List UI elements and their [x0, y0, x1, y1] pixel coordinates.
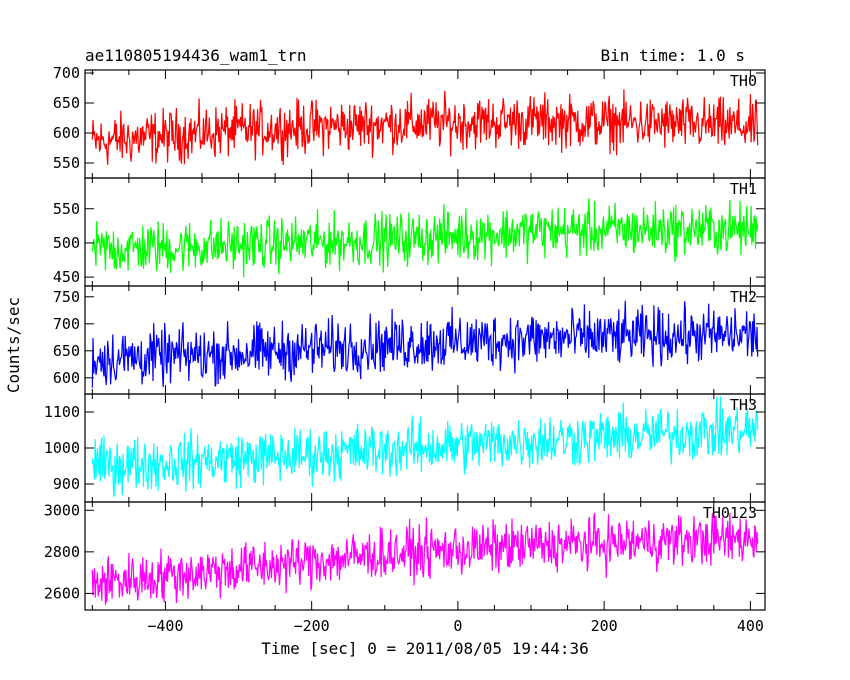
y-tick-label: 700 — [53, 315, 80, 333]
y-tick-label: 550 — [53, 154, 80, 172]
series-th0 — [91, 89, 759, 166]
panel-th3: 900 1000 1100 TH3 — [44, 393, 766, 503]
bin-time-label: Bin time: 1.0 s — [601, 46, 746, 65]
y-tick-label: 900 — [53, 475, 80, 493]
panels: 550 600 650 700 TH0 450 500 550 TH1 600 650 700 750 T… — [44, 64, 766, 635]
series-th2 — [91, 300, 759, 388]
panel-th2: 600 650 700 750 TH2 — [53, 285, 766, 395]
series-th0123 — [91, 512, 759, 606]
y-tick-label: 1100 — [44, 403, 80, 421]
y-tick-label: 3000 — [44, 501, 80, 519]
panel-label: TH0123 — [703, 504, 757, 522]
y-tick-label: 650 — [53, 94, 80, 112]
x-tick-label: 200 — [591, 617, 618, 635]
panel-th0123: 2600 2800 3000 TH0123 — [44, 501, 766, 611]
y-tick-label: 600 — [53, 124, 80, 142]
y-tick-label: 650 — [53, 342, 80, 360]
y-tick-label: 500 — [53, 234, 80, 252]
panel-label: TH2 — [730, 288, 757, 306]
panel-label: TH1 — [730, 180, 757, 198]
x-tick-label: −200 — [294, 617, 330, 635]
y-tick-label: 450 — [53, 268, 80, 286]
chart-title: ae110805194436_wam1_trn — [85, 46, 307, 65]
series-th1 — [91, 198, 759, 278]
panel-label: TH0 — [730, 72, 757, 90]
y-tick-label: 600 — [53, 369, 80, 387]
panel-th1: 450 500 550 TH1 — [53, 177, 766, 287]
x-axis-label: Time [sec] 0 = 2011/08/05 19:44:36 — [261, 639, 589, 658]
x-tick-label: 0 — [453, 617, 462, 635]
y-tick-label: 2600 — [44, 584, 80, 602]
y-tick-label: 550 — [53, 200, 80, 218]
y-tick-label: 750 — [53, 288, 80, 306]
panel-th0: 550 600 650 700 TH0 — [53, 64, 766, 179]
x-tick-label: 400 — [737, 617, 764, 635]
x-tick-label: −400 — [147, 617, 183, 635]
y-axis-label: Counts/sec — [4, 297, 23, 393]
y-tick-label: 2800 — [44, 543, 80, 561]
y-tick-label: 1000 — [44, 439, 80, 457]
panel-label: TH3 — [730, 396, 757, 414]
panel-frame — [84, 501, 766, 611]
y-tick-label: 700 — [53, 64, 80, 82]
series-th3 — [91, 396, 759, 497]
